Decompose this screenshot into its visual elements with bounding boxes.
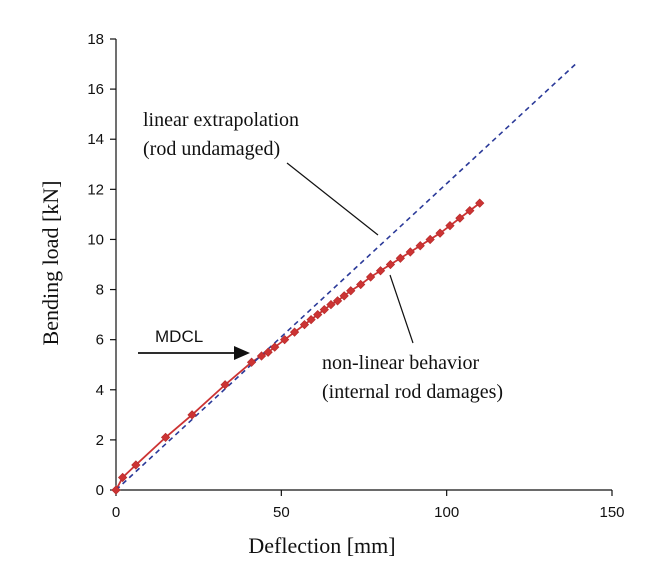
y-tick-label: 10 [87, 231, 104, 248]
internal-rod-damages-label: (internal rod damages) [322, 381, 503, 403]
data-point [435, 228, 445, 238]
y-tick-label: 18 [87, 31, 104, 48]
data-point [306, 314, 316, 325]
data-point [220, 380, 230, 390]
data-point [415, 241, 425, 251]
y-tick-label: 0 [96, 482, 104, 499]
y-tick-label: 16 [87, 81, 104, 98]
mdcl-label: MDCL [155, 327, 203, 346]
data-point [289, 327, 300, 337]
data-point [280, 335, 290, 345]
measured-series-line [115, 202, 481, 491]
mdcl-arrow-head [234, 346, 250, 360]
data-point [475, 198, 485, 208]
data-point [313, 309, 323, 320]
series-layer [111, 63, 577, 495]
data-point [385, 259, 396, 270]
data-point [299, 320, 310, 330]
data-point [339, 291, 349, 301]
x-tick-label: 0 [112, 504, 120, 521]
x-tick-label: 50 [273, 504, 290, 521]
y-tick-label: 2 [96, 432, 104, 449]
data-point [111, 485, 121, 495]
data-point [395, 253, 405, 263]
data-point [465, 206, 475, 216]
x-tick-label: 150 [599, 504, 624, 521]
non-linear-annotation-leader [389, 274, 414, 344]
ticks: 0 2 4 6 8 10 12 14 16 18 0 50 100 150 [87, 31, 624, 521]
data-point [263, 347, 273, 357]
data-point [425, 234, 435, 245]
data-point [319, 304, 329, 315]
data-point [326, 299, 336, 310]
data-point [375, 266, 386, 276]
y-tick-label: 14 [87, 131, 104, 148]
data-point [356, 279, 366, 290]
x-tick-label: 100 [434, 504, 459, 521]
data-point [455, 213, 465, 223]
y-tick-label: 6 [96, 332, 104, 349]
data-point [405, 247, 415, 257]
y-tick-label: 8 [96, 282, 104, 299]
linear-extrapolation-label: linear extrapolation [143, 109, 299, 131]
linear-extrapolation-line [115, 63, 577, 491]
y-tick-label: 12 [87, 181, 104, 198]
data-point [346, 286, 356, 296]
data-point [332, 296, 343, 306]
data-point [256, 351, 267, 361]
data-point [365, 272, 376, 282]
data-point [246, 357, 257, 367]
rod-undamaged-label: (rod undamaged) [143, 138, 280, 160]
data-point [445, 221, 455, 231]
data-point [160, 432, 171, 443]
non-linear-behavior-label: non-linear behavior [322, 352, 479, 374]
data-point [131, 460, 141, 470]
y-axis-title: Bending load [kN] [38, 181, 63, 346]
data-point [117, 472, 128, 483]
x-axis-title: Deflection [mm] [248, 533, 395, 558]
data-point [270, 342, 280, 352]
linear-annotation-leader [286, 162, 379, 236]
y-tick-label: 4 [96, 382, 104, 399]
axes [115, 39, 612, 491]
data-point [187, 410, 197, 420]
